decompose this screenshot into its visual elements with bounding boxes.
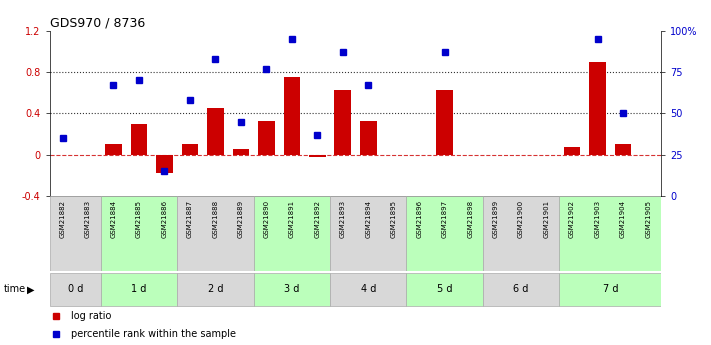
Text: 3 d: 3 d [284,284,299,294]
Bar [177,273,254,306]
Bar [407,273,483,306]
Bar [483,196,560,271]
Text: GSM21897: GSM21897 [442,199,448,238]
Text: 6 d: 6 d [513,284,529,294]
Bar [309,155,326,157]
Text: GDS970 / 8736: GDS970 / 8736 [50,17,145,30]
Bar [181,144,198,155]
Bar [560,196,661,271]
Text: percentile rank within the sample: percentile rank within the sample [71,328,236,338]
Text: GSM21892: GSM21892 [314,199,320,238]
Text: GSM21895: GSM21895 [391,199,397,238]
Text: GSM21901: GSM21901 [544,199,550,238]
Bar [483,273,560,306]
Bar [589,62,606,155]
Text: GSM21886: GSM21886 [161,199,167,238]
Bar [560,273,661,306]
Text: time: time [4,284,26,294]
Bar [254,196,330,271]
Text: 2 d: 2 d [208,284,223,294]
Text: 1 d: 1 d [132,284,146,294]
Text: GSM21900: GSM21900 [518,199,524,238]
Bar [615,144,631,155]
Text: GSM21888: GSM21888 [213,199,218,238]
Text: GSM21883: GSM21883 [85,199,91,238]
Text: 5 d: 5 d [437,284,452,294]
Text: GSM21885: GSM21885 [136,199,142,238]
Bar [232,149,249,155]
Bar [330,273,407,306]
Text: GSM21893: GSM21893 [340,199,346,238]
Bar [407,196,483,271]
Text: GSM21903: GSM21903 [594,199,601,238]
Text: GSM21884: GSM21884 [110,199,117,238]
Text: log ratio: log ratio [71,310,112,321]
Bar [360,121,377,155]
Bar [437,90,453,155]
Text: GSM21902: GSM21902 [569,199,575,238]
Text: GSM21890: GSM21890 [263,199,269,238]
Text: GSM21887: GSM21887 [187,199,193,238]
Text: GSM21889: GSM21889 [238,199,244,238]
Bar [131,124,147,155]
Bar [105,144,122,155]
Bar [50,273,101,306]
Text: 7 d: 7 d [602,284,618,294]
Bar [254,273,330,306]
Bar [284,77,300,155]
Text: 0 d: 0 d [68,284,83,294]
Bar [258,121,274,155]
Text: GSM21894: GSM21894 [365,199,371,238]
Text: GSM21899: GSM21899 [493,199,498,238]
Bar [156,155,173,173]
Text: GSM21891: GSM21891 [289,199,295,238]
Text: ▶: ▶ [27,284,35,294]
Bar [50,196,101,271]
Bar [207,108,224,155]
Text: GSM21882: GSM21882 [60,199,65,238]
Bar [177,196,254,271]
Bar [101,196,177,271]
Bar [330,196,407,271]
Text: GSM21898: GSM21898 [467,199,473,238]
Bar [564,147,580,155]
Bar [101,273,177,306]
Bar [334,90,351,155]
Text: GSM21905: GSM21905 [646,199,651,238]
Text: GSM21896: GSM21896 [416,199,422,238]
Text: GSM21904: GSM21904 [620,199,626,238]
Text: 4 d: 4 d [360,284,376,294]
